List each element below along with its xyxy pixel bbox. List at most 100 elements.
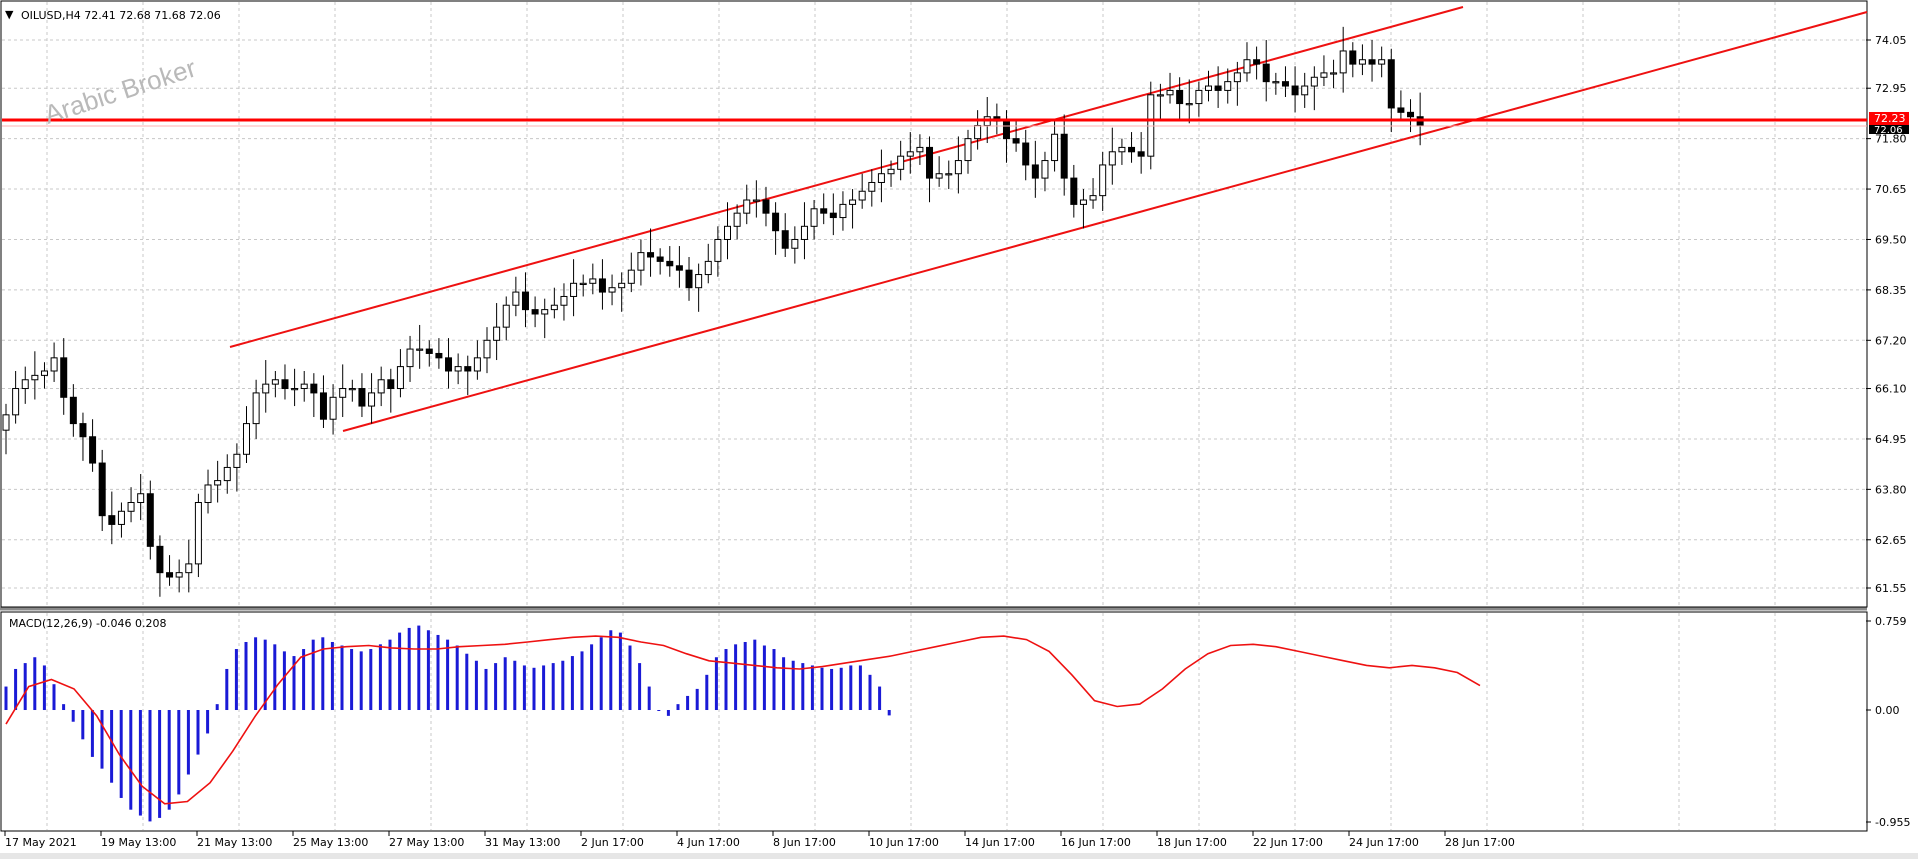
macd-bar xyxy=(551,663,555,711)
candle xyxy=(810,200,818,240)
macd-bar xyxy=(666,710,670,716)
time-tick-label: 25 May 13:00 xyxy=(293,836,368,849)
candle xyxy=(223,454,231,494)
candle xyxy=(1051,118,1059,172)
macd-bar xyxy=(273,644,277,711)
macd-bar xyxy=(148,710,152,822)
time-tick-label: 10 Jun 17:00 xyxy=(869,836,939,849)
macd-bar xyxy=(849,665,853,711)
candle xyxy=(512,276,520,317)
time-tick-label: 28 Jun 17:00 xyxy=(1445,836,1515,849)
candle xyxy=(598,259,606,310)
macd-bar xyxy=(570,656,574,711)
macd-bar xyxy=(340,645,344,711)
macd-bar xyxy=(14,668,18,711)
macd-bar xyxy=(426,630,430,711)
macd-bar xyxy=(887,710,891,716)
tab-strip[interactable] xyxy=(0,853,1918,859)
candle xyxy=(762,186,770,227)
price-tick-label: 67.20 xyxy=(1875,334,1907,347)
macd-bar xyxy=(71,710,75,722)
candle xyxy=(233,443,241,492)
candle xyxy=(1243,42,1251,82)
macd-bar xyxy=(628,645,632,711)
macd-bar xyxy=(714,657,718,711)
candle xyxy=(1128,132,1136,163)
candle xyxy=(1233,61,1241,106)
time-tick-label: 17 May 2021 xyxy=(5,836,77,849)
candle xyxy=(69,384,77,437)
macd-bar xyxy=(830,668,834,711)
macd-bar xyxy=(263,639,267,711)
candle xyxy=(1002,110,1010,163)
candle xyxy=(1147,81,1155,170)
macd-tick-label: 0.00 xyxy=(1875,704,1900,717)
candle xyxy=(1070,164,1078,218)
candle xyxy=(166,555,174,586)
candle xyxy=(60,338,68,415)
candle xyxy=(897,140,905,181)
candle xyxy=(926,136,934,203)
candle xyxy=(406,335,414,382)
candle xyxy=(666,246,674,277)
channel-lower-line[interactable] xyxy=(342,11,1868,432)
macd-bar xyxy=(215,704,219,711)
candle xyxy=(704,243,712,284)
macd-bar xyxy=(455,645,459,711)
macd-bar xyxy=(158,710,162,818)
candle xyxy=(1253,46,1261,80)
macd-bar xyxy=(244,641,248,711)
macd-bar xyxy=(302,649,306,711)
price-tick-label: 62.65 xyxy=(1875,534,1907,547)
chart-menu-arrow[interactable]: ▼ xyxy=(5,8,14,21)
macd-bar xyxy=(388,639,392,711)
macd-bar xyxy=(225,668,229,711)
candle xyxy=(493,303,501,361)
candle xyxy=(743,184,751,225)
candle xyxy=(194,493,202,578)
main-grid xyxy=(2,2,1866,606)
candle xyxy=(570,259,578,317)
macd-bar xyxy=(618,632,622,711)
candle xyxy=(483,327,491,374)
candle xyxy=(21,366,29,404)
channel-upper-line[interactable] xyxy=(229,6,1464,348)
candle xyxy=(1195,81,1203,117)
candle xyxy=(175,559,183,593)
macd-bar xyxy=(350,649,354,711)
candle xyxy=(291,368,299,407)
macd-bar xyxy=(561,660,565,711)
candle xyxy=(800,202,808,260)
macd-bar xyxy=(839,667,843,711)
macd-bar xyxy=(609,630,613,711)
price-tick-label: 72.95 xyxy=(1875,82,1907,95)
candle xyxy=(368,373,376,424)
time-tick-label: 8 Jun 17:00 xyxy=(773,836,836,849)
macd-bar xyxy=(772,649,776,711)
candle xyxy=(1060,114,1068,196)
candle xyxy=(271,370,279,398)
time-tick-label: 4 Jun 17:00 xyxy=(677,836,740,849)
candle xyxy=(1156,83,1164,119)
price-tick-label: 71.80 xyxy=(1875,133,1907,146)
time-tick-label: 19 May 13:00 xyxy=(101,836,176,849)
macd-bar xyxy=(724,649,728,711)
candle xyxy=(1281,66,1289,97)
macd-bar xyxy=(734,644,738,711)
candle xyxy=(608,274,616,306)
macd-bar xyxy=(42,665,46,711)
macd-bar xyxy=(234,649,238,711)
time-tick-label: 16 Jun 17:00 xyxy=(1061,836,1131,849)
candle xyxy=(502,296,510,341)
macd-bar xyxy=(129,710,133,810)
candle xyxy=(1397,90,1405,122)
candle xyxy=(425,340,433,367)
candle xyxy=(829,193,837,236)
candle xyxy=(281,364,289,400)
candle xyxy=(40,362,48,389)
macd-bar xyxy=(820,667,824,711)
candle xyxy=(781,213,789,258)
candle xyxy=(348,379,356,402)
candle xyxy=(108,491,116,545)
